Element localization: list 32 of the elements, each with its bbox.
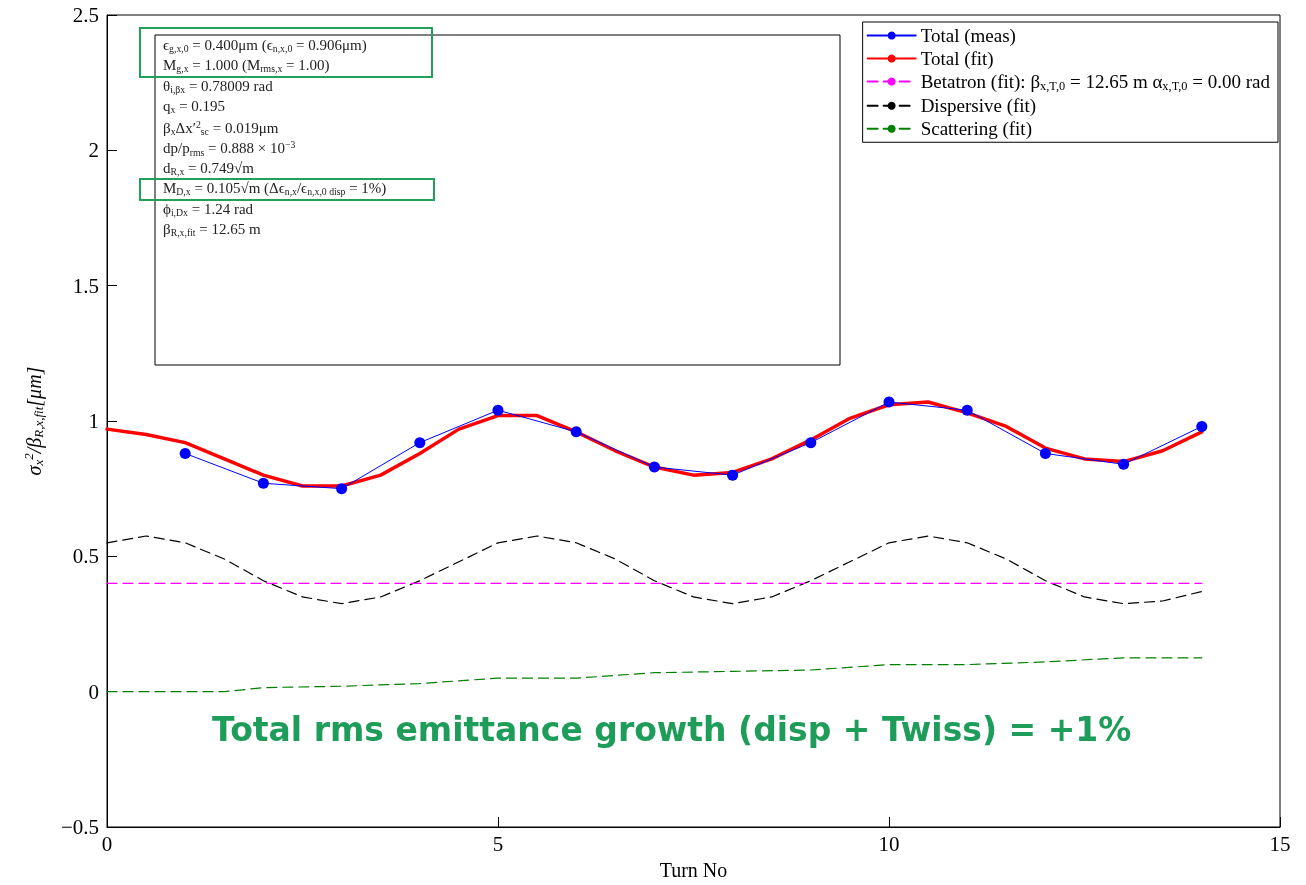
- point: [570, 426, 582, 438]
- point: [1196, 420, 1208, 432]
- y-tick-label: 1.5: [72, 273, 99, 298]
- legend-label: Dispersive (fit): [920, 95, 1037, 118]
- point: [179, 447, 191, 459]
- annotation: Total rms emittance growth (disp + Twiss) = +1%: [212, 710, 1132, 749]
- point: [883, 396, 895, 408]
- y-tick-label: 1: [88, 409, 99, 433]
- y-tick-label: 2: [88, 138, 99, 163]
- y-tick-label: 2.5: [72, 3, 99, 27]
- legend-label: Total (fit): [920, 48, 994, 70]
- point: [1039, 447, 1051, 459]
- legend-label: Total (meas): [920, 25, 1016, 47]
- x-axis-title: Turn No: [659, 859, 728, 881]
- point: [336, 483, 348, 495]
- line-series: [106, 657, 1203, 693]
- point: [805, 437, 817, 449]
- point: [648, 461, 660, 473]
- x-tick-label: 15: [1269, 831, 1291, 856]
- point: [414, 437, 426, 449]
- y-axis-title: σx2/βR,x,fit[μm]: [21, 366, 46, 476]
- point: [257, 477, 269, 489]
- y-tick-label: 0.5: [72, 544, 99, 569]
- point: [961, 404, 973, 416]
- legend-label: Scattering (fit): [920, 118, 1032, 141]
- x-tick-label: 10: [878, 831, 900, 856]
- point: [492, 404, 504, 416]
- point: [727, 469, 739, 481]
- y-tick-label: 0: [88, 679, 99, 704]
- y-tick-label: −0.5: [60, 815, 99, 839]
- point: [1118, 458, 1130, 470]
- x-tick-label: 5: [492, 831, 504, 856]
